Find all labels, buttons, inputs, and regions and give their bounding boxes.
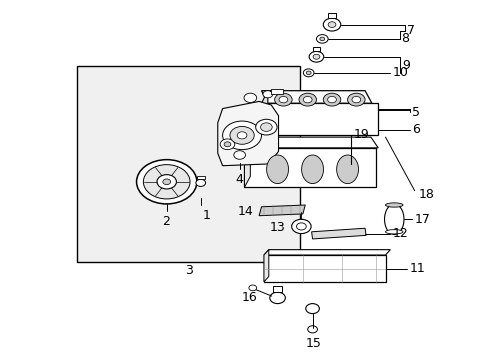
Circle shape <box>255 119 277 135</box>
Circle shape <box>263 91 272 98</box>
Ellipse shape <box>336 155 358 184</box>
Circle shape <box>269 292 285 303</box>
Circle shape <box>305 303 319 314</box>
Ellipse shape <box>266 155 288 184</box>
Circle shape <box>327 22 335 27</box>
Bar <box>197 176 204 179</box>
Text: 6: 6 <box>411 123 419 136</box>
Text: 7: 7 <box>407 24 414 37</box>
Text: 3: 3 <box>184 264 192 276</box>
Circle shape <box>224 142 230 147</box>
Circle shape <box>312 54 319 59</box>
Polygon shape <box>261 91 371 103</box>
Ellipse shape <box>385 230 402 234</box>
Text: 19: 19 <box>353 128 369 141</box>
Circle shape <box>196 179 205 186</box>
Circle shape <box>260 123 272 131</box>
Text: 17: 17 <box>414 213 429 226</box>
Polygon shape <box>244 137 377 148</box>
Text: 2: 2 <box>162 215 169 228</box>
Polygon shape <box>264 255 385 282</box>
Bar <box>77 66 300 262</box>
Bar <box>271 89 283 94</box>
Polygon shape <box>244 148 375 187</box>
Ellipse shape <box>385 203 402 207</box>
Text: 14: 14 <box>237 204 253 217</box>
Text: 8: 8 <box>401 32 409 45</box>
Circle shape <box>244 93 256 103</box>
Bar <box>327 13 335 18</box>
Polygon shape <box>311 228 366 239</box>
Text: 13: 13 <box>269 221 285 234</box>
Polygon shape <box>261 103 377 135</box>
Text: 9: 9 <box>402 59 409 72</box>
Circle shape <box>237 132 246 139</box>
Circle shape <box>220 139 234 150</box>
Circle shape <box>279 96 287 103</box>
Circle shape <box>316 35 327 43</box>
Circle shape <box>222 121 261 150</box>
Circle shape <box>163 179 170 185</box>
Ellipse shape <box>301 155 323 184</box>
Circle shape <box>323 18 340 31</box>
Bar <box>272 287 282 292</box>
Circle shape <box>248 285 256 291</box>
Polygon shape <box>259 205 305 216</box>
Circle shape <box>157 175 176 189</box>
Text: 11: 11 <box>409 262 425 275</box>
Circle shape <box>347 93 365 106</box>
Text: 1: 1 <box>202 208 210 221</box>
Polygon shape <box>217 102 278 166</box>
Text: 12: 12 <box>392 227 407 240</box>
Polygon shape <box>244 137 250 187</box>
Text: 15: 15 <box>305 337 321 350</box>
Circle shape <box>143 165 190 199</box>
Polygon shape <box>264 249 268 282</box>
Text: 5: 5 <box>411 105 419 119</box>
Circle shape <box>303 96 311 103</box>
Circle shape <box>308 51 323 62</box>
Circle shape <box>303 69 313 77</box>
Bar <box>312 47 320 51</box>
Circle shape <box>307 326 317 333</box>
Ellipse shape <box>384 204 403 234</box>
Circle shape <box>319 37 324 41</box>
Circle shape <box>274 93 291 106</box>
Text: 10: 10 <box>391 66 407 79</box>
Circle shape <box>351 96 360 103</box>
Circle shape <box>136 159 197 204</box>
Polygon shape <box>261 91 267 135</box>
Text: 4: 4 <box>235 173 243 186</box>
Circle shape <box>323 93 340 106</box>
Polygon shape <box>264 249 389 255</box>
Text: 16: 16 <box>241 291 257 305</box>
Circle shape <box>229 126 254 144</box>
Circle shape <box>298 93 316 106</box>
Circle shape <box>327 96 336 103</box>
Circle shape <box>305 71 310 75</box>
Text: 18: 18 <box>418 188 433 201</box>
Circle shape <box>296 223 305 230</box>
Circle shape <box>233 151 245 159</box>
Circle shape <box>291 219 310 234</box>
